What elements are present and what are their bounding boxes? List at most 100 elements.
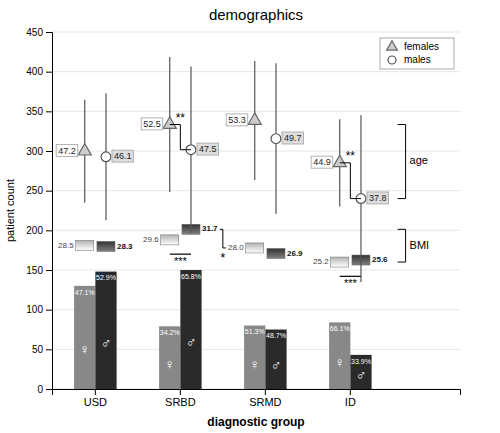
- age-markers: [78, 113, 346, 167]
- bar: [159, 326, 180, 389]
- pct-label: 52.9%: [96, 274, 116, 281]
- tick: USD: [84, 389, 107, 408]
- age-label: 47.5: [199, 144, 217, 154]
- bmi-marker: [97, 241, 115, 251]
- tick-mark: [46, 32, 52, 33]
- bmi-label: 25.6: [372, 255, 388, 264]
- gender-symbol: ♂: [271, 357, 282, 373]
- pct-label: 51.3%: [245, 328, 265, 335]
- bmi-label: 28.3: [117, 242, 133, 251]
- tick: 200: [26, 225, 52, 236]
- legend: females males: [380, 38, 454, 69]
- tick-mark: [46, 151, 52, 152]
- age-label-box: [311, 156, 333, 168]
- age-label-group: 53.3: [226, 114, 248, 126]
- grid-line: [52, 230, 460, 231]
- tick: 150: [26, 265, 52, 276]
- gender-symbol: ♂: [101, 335, 112, 351]
- gender-symbol: ♀: [249, 356, 260, 372]
- tick-mark: [46, 389, 52, 390]
- tick-mark: [46, 310, 52, 311]
- tick-mark: [46, 270, 52, 271]
- bar: [180, 270, 201, 389]
- pct-label: 33.9%: [351, 358, 371, 365]
- tick-label: USD: [84, 396, 107, 408]
- labels: 47.1%♀34.2%♀51.3%♀66.1%♀52.9%♂65.8%♂48.7…: [56, 111, 429, 383]
- legend-box: [380, 38, 454, 69]
- tick-label: 350: [26, 106, 43, 117]
- pct-label: 65.8%: [181, 273, 201, 280]
- tick-label: SRMD: [249, 396, 281, 408]
- age-marker: [333, 155, 346, 166]
- tick-mark: [46, 349, 52, 350]
- legend-label: males: [404, 54, 431, 65]
- gender-symbol: ♀: [164, 356, 175, 372]
- tick: 50: [32, 344, 52, 355]
- bracket: [180, 125, 181, 150]
- age-label: 52.5: [143, 119, 161, 129]
- side-bracket-tick: [398, 198, 406, 199]
- side-bracket: [405, 229, 406, 262]
- age-label: 53.3: [228, 115, 246, 125]
- bar: [74, 286, 95, 389]
- age-label-box: [112, 150, 134, 162]
- tick: SRBD: [165, 389, 196, 408]
- age-label-group: 47.5: [197, 143, 219, 155]
- grid-line: [52, 71, 460, 72]
- chart: 050100150200250300350400450USDSRBDSRMDID…: [0, 0, 500, 433]
- annotation: **: [176, 111, 186, 125]
- pct-label: 47.1%: [75, 289, 95, 296]
- tick-mark: [95, 389, 96, 395]
- tick-label: ID: [345, 396, 356, 408]
- legend-marker: [388, 56, 396, 64]
- age-label-group: 44.9: [311, 156, 333, 168]
- pct-label: 34.2%: [160, 329, 180, 336]
- age-marker: [101, 152, 111, 162]
- x-axis: USD SRBD SRMD ID: [53, 389, 461, 408]
- bmi-marker: [267, 248, 285, 258]
- annotation: ***: [174, 255, 188, 267]
- age-label-box: [367, 192, 389, 204]
- tick-label: 100: [26, 304, 43, 315]
- bar: [244, 326, 265, 389]
- age-label-box: [141, 118, 163, 130]
- title: demographics: [209, 6, 303, 23]
- annotation: BMI: [410, 239, 430, 251]
- grid-line: [52, 111, 460, 112]
- tick-mark: [46, 191, 52, 192]
- tick: 450: [26, 27, 52, 38]
- tick-mark: [46, 111, 52, 112]
- tick-mark: [350, 389, 351, 395]
- age-marker: [271, 134, 281, 144]
- bar: [350, 355, 371, 389]
- annotation: *: [220, 250, 225, 265]
- bmi-marker: [161, 235, 179, 245]
- grid-line: [52, 270, 460, 271]
- bmi-marker: [76, 240, 94, 250]
- tick-label: 250: [26, 185, 43, 196]
- bar: [95, 272, 116, 389]
- x-axis-title: diagnostic group: [207, 415, 304, 429]
- bmi-label: 29.6: [143, 235, 159, 244]
- marks: [74, 57, 406, 389]
- age-label-box: [226, 114, 248, 126]
- brackets: [170, 125, 406, 277]
- bar: [265, 330, 286, 390]
- age-label: 37.8: [369, 193, 387, 203]
- tick-label: 0: [37, 384, 43, 395]
- y-axis-title: patient count: [4, 179, 16, 242]
- gender-symbol: ♀: [79, 341, 90, 357]
- age-label-box: [197, 143, 219, 155]
- age-label: 47.2: [58, 146, 76, 156]
- chart-container: 050100150200250300350400450USDSRBDSRMDID…: [0, 0, 500, 433]
- age-marker: [78, 144, 91, 155]
- tick-mark: [180, 389, 181, 395]
- axis-line: [46, 33, 53, 390]
- legend-label: females: [404, 41, 439, 52]
- side-bracket: [405, 125, 406, 199]
- legend-marker: [387, 41, 398, 50]
- tick: 0: [37, 384, 52, 395]
- gender-symbol: ♂: [356, 367, 367, 383]
- bar: [329, 322, 350, 389]
- tick: ID: [345, 389, 356, 408]
